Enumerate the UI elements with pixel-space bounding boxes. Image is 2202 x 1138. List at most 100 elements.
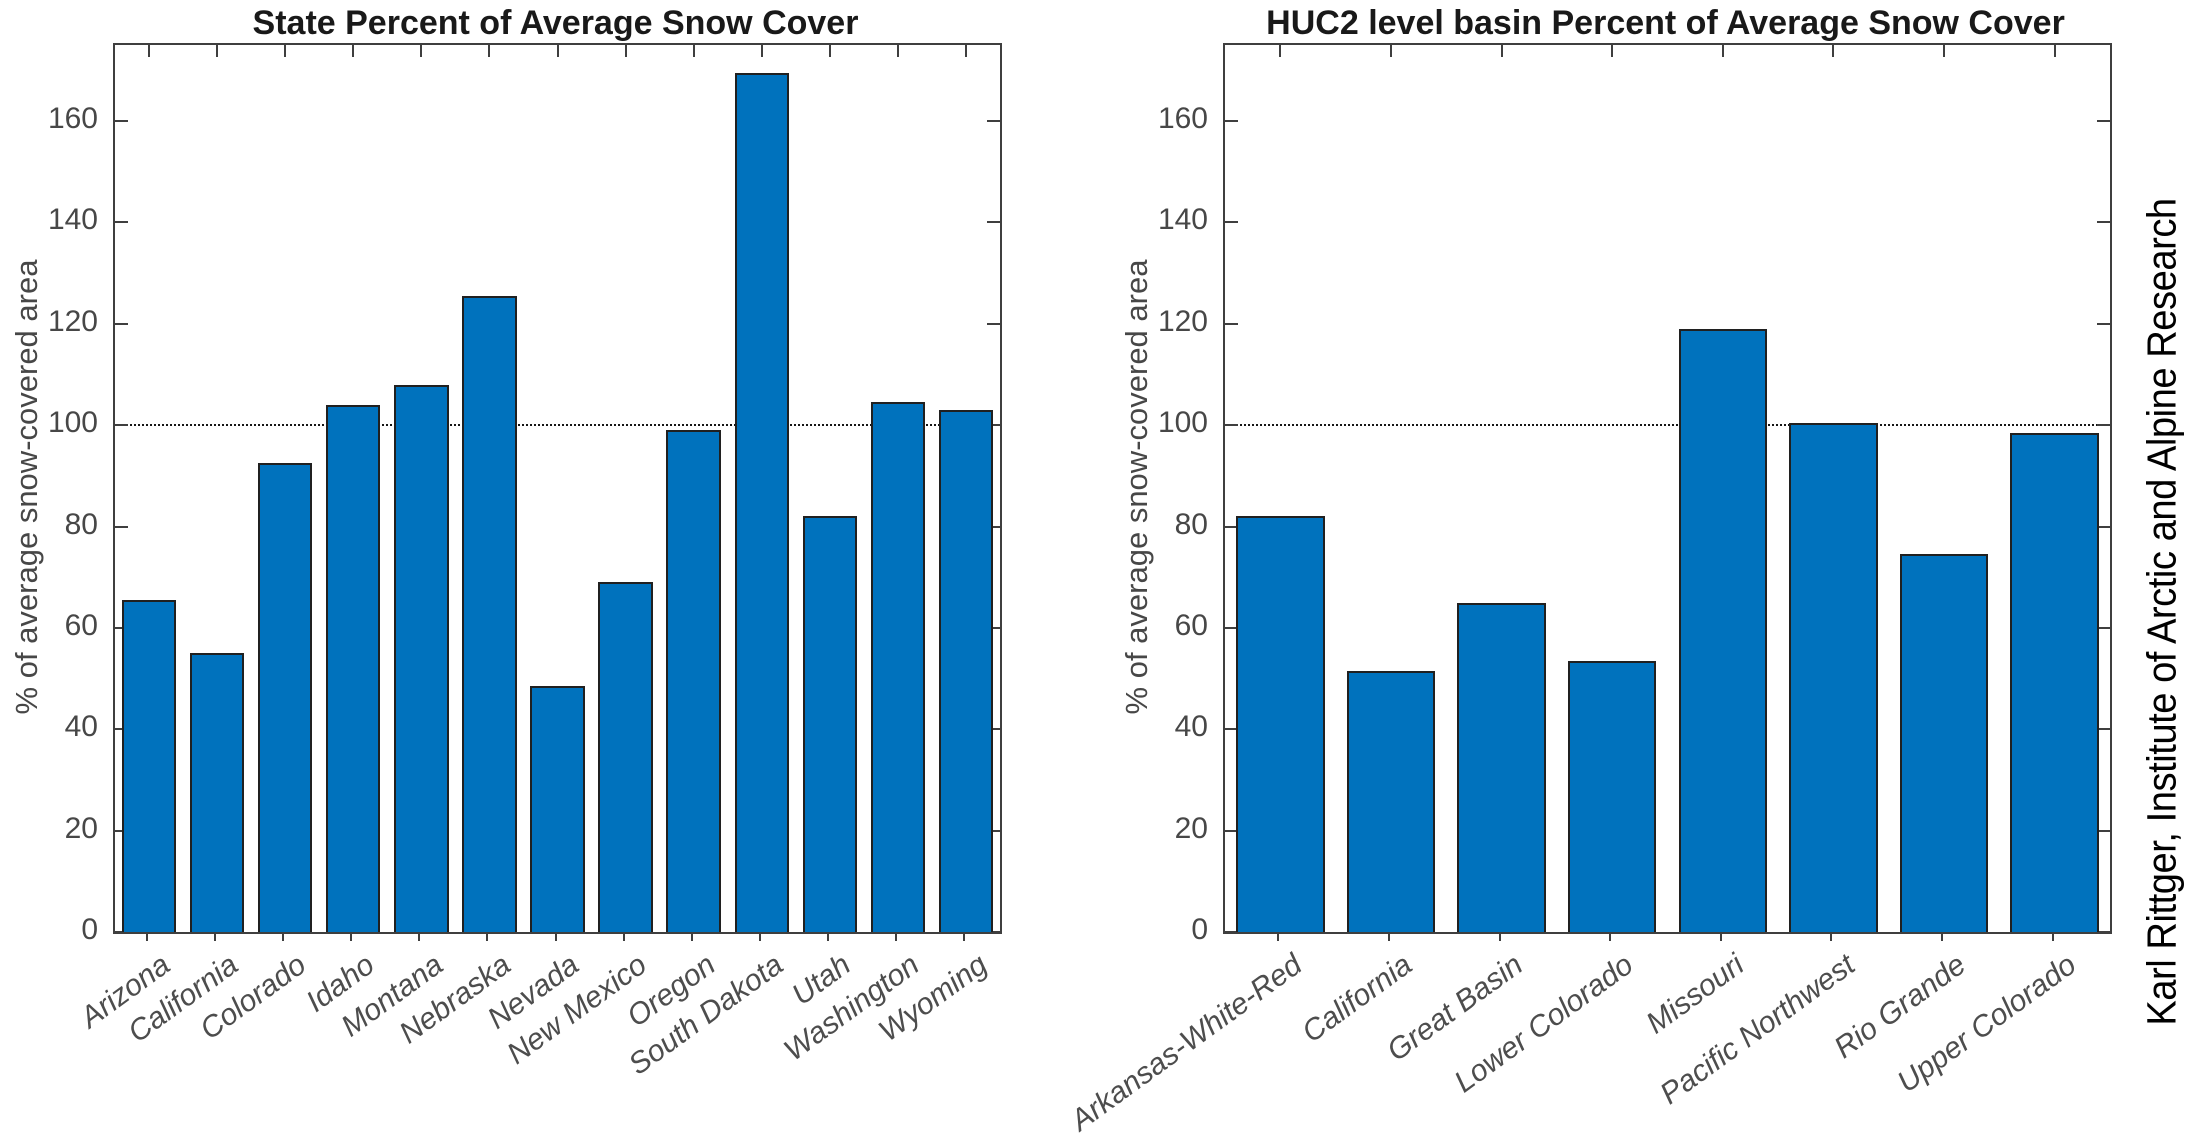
x-tick-mark bbox=[1277, 932, 1280, 941]
y-tick-label: 40 bbox=[1174, 710, 1208, 744]
y-tick-mark-mirrored bbox=[2097, 829, 2110, 832]
bar-nebraska bbox=[462, 295, 517, 932]
y-tick-mark bbox=[1225, 626, 1238, 629]
credit-text: Karl Rittger, Institute of Arctic and Al… bbox=[2138, 198, 2185, 1026]
bar-arkansas-white-red bbox=[1236, 516, 1325, 932]
y-tick-label: 100 bbox=[47, 406, 98, 440]
y-tick-mark bbox=[1225, 221, 1238, 224]
y-tick-mark bbox=[115, 424, 128, 427]
chart-title: State Percent of Average Snow Cover bbox=[252, 4, 859, 42]
x-tick-mark bbox=[350, 932, 353, 941]
x-tick-mark-top bbox=[1832, 45, 1835, 57]
y-tick-label: 140 bbox=[47, 203, 98, 237]
y-tick-mark-mirrored bbox=[987, 931, 1000, 933]
bar-oregon bbox=[666, 430, 721, 932]
x-tick-mark bbox=[622, 932, 625, 941]
y-tick-mark-mirrored bbox=[2097, 931, 2110, 933]
bar-california bbox=[189, 653, 245, 932]
y-tick-mark bbox=[115, 728, 128, 731]
x-tick-mark bbox=[418, 932, 421, 941]
x-tick-mark-top bbox=[1943, 45, 1946, 57]
x-tick-mark-top bbox=[692, 45, 695, 57]
y-tick-label: 120 bbox=[1157, 304, 1208, 338]
x-tick-mark bbox=[554, 932, 557, 941]
y-tick-mark-mirrored bbox=[987, 221, 1000, 224]
bar-washington bbox=[870, 402, 926, 932]
x-tick-mark bbox=[1941, 932, 1944, 941]
y-tick-mark bbox=[1225, 931, 1238, 933]
y-tick-mark bbox=[1225, 322, 1238, 325]
y-tick-label: 80 bbox=[64, 507, 98, 541]
x-tick-mark bbox=[2051, 932, 2054, 941]
y-tick-label: 20 bbox=[1174, 811, 1208, 845]
x-tick-mark-top bbox=[760, 45, 763, 57]
y-tick-mark-mirrored bbox=[987, 626, 1000, 629]
y-tick-mark bbox=[1225, 120, 1238, 123]
bar-montana bbox=[394, 384, 449, 932]
bar-utah bbox=[802, 516, 858, 932]
y-tick-mark bbox=[1225, 525, 1238, 528]
y-tick-mark-mirrored bbox=[987, 728, 1000, 731]
y-tick-mark-mirrored bbox=[987, 424, 1000, 427]
bar-missouri bbox=[1678, 328, 1768, 932]
y-tick-mark-mirrored bbox=[2097, 120, 2110, 123]
y-tick-mark bbox=[115, 931, 128, 933]
y-tick-mark-mirrored bbox=[2097, 322, 2110, 325]
x-tick-mark-top bbox=[896, 45, 899, 57]
y-tick-label: 40 bbox=[64, 710, 98, 744]
y-tick-mark bbox=[115, 829, 128, 832]
x-tick-mark bbox=[1387, 932, 1390, 941]
reference-line-100pct bbox=[115, 424, 1000, 427]
y-tick-label: 160 bbox=[1157, 102, 1208, 136]
y-tick-mark bbox=[115, 525, 128, 528]
y-tick-label: 0 bbox=[81, 913, 98, 946]
bar-nevada bbox=[530, 686, 585, 932]
x-tick-mark-top bbox=[556, 45, 559, 57]
x-tick-mark-top bbox=[148, 45, 151, 57]
y-tick-mark-mirrored bbox=[987, 120, 1000, 123]
x-tick-mark-top bbox=[1721, 45, 1724, 57]
x-tick-label: Pacific Northwest bbox=[1653, 948, 1861, 1111]
y-tick-mark-mirrored bbox=[987, 525, 1000, 528]
bar-california bbox=[1346, 670, 1436, 932]
plot-area bbox=[1223, 43, 2112, 934]
y-tick-mark-mirrored bbox=[2097, 525, 2110, 528]
x-tick-mark-top bbox=[2053, 45, 2056, 57]
x-tick-mark bbox=[1609, 932, 1612, 941]
y-tick-label: 100 bbox=[1157, 406, 1208, 440]
x-tick-mark-top bbox=[488, 45, 491, 57]
x-tick-mark-top bbox=[1279, 45, 1282, 57]
x-tick-mark bbox=[486, 932, 489, 941]
y-tick-mark bbox=[115, 322, 128, 325]
bar-south-dakota bbox=[734, 72, 789, 932]
x-tick-mark-top bbox=[624, 45, 627, 57]
y-tick-mark-mirrored bbox=[2097, 424, 2110, 427]
x-tick-mark bbox=[758, 932, 761, 941]
bar-great-basin bbox=[1457, 602, 1546, 932]
x-tick-mark bbox=[1498, 932, 1501, 941]
bar-idaho bbox=[326, 404, 381, 932]
y-tick-label: 80 bbox=[1174, 507, 1208, 541]
x-tick-mark-top bbox=[1389, 45, 1392, 57]
x-tick-mark bbox=[962, 932, 965, 941]
bar-pacific-northwest bbox=[1789, 422, 1878, 932]
plot-area bbox=[113, 43, 1002, 934]
y-tick-label: 140 bbox=[1157, 203, 1208, 237]
y-tick-mark-mirrored bbox=[2097, 728, 2110, 731]
x-tick-mark bbox=[214, 932, 217, 941]
x-tick-mark-top bbox=[352, 45, 355, 57]
x-tick-mark-top bbox=[828, 45, 831, 57]
y-tick-mark bbox=[1225, 728, 1238, 731]
y-tick-label: 60 bbox=[1174, 608, 1208, 642]
y-tick-mark-mirrored bbox=[2097, 221, 2110, 224]
bar-wyoming bbox=[938, 409, 994, 932]
y-tick-mark-mirrored bbox=[987, 829, 1000, 832]
x-tick-mark bbox=[282, 932, 285, 941]
x-tick-mark-top bbox=[1611, 45, 1614, 57]
y-tick-mark bbox=[115, 626, 128, 629]
x-tick-mark bbox=[1719, 932, 1722, 941]
x-tick-mark-top bbox=[216, 45, 219, 57]
